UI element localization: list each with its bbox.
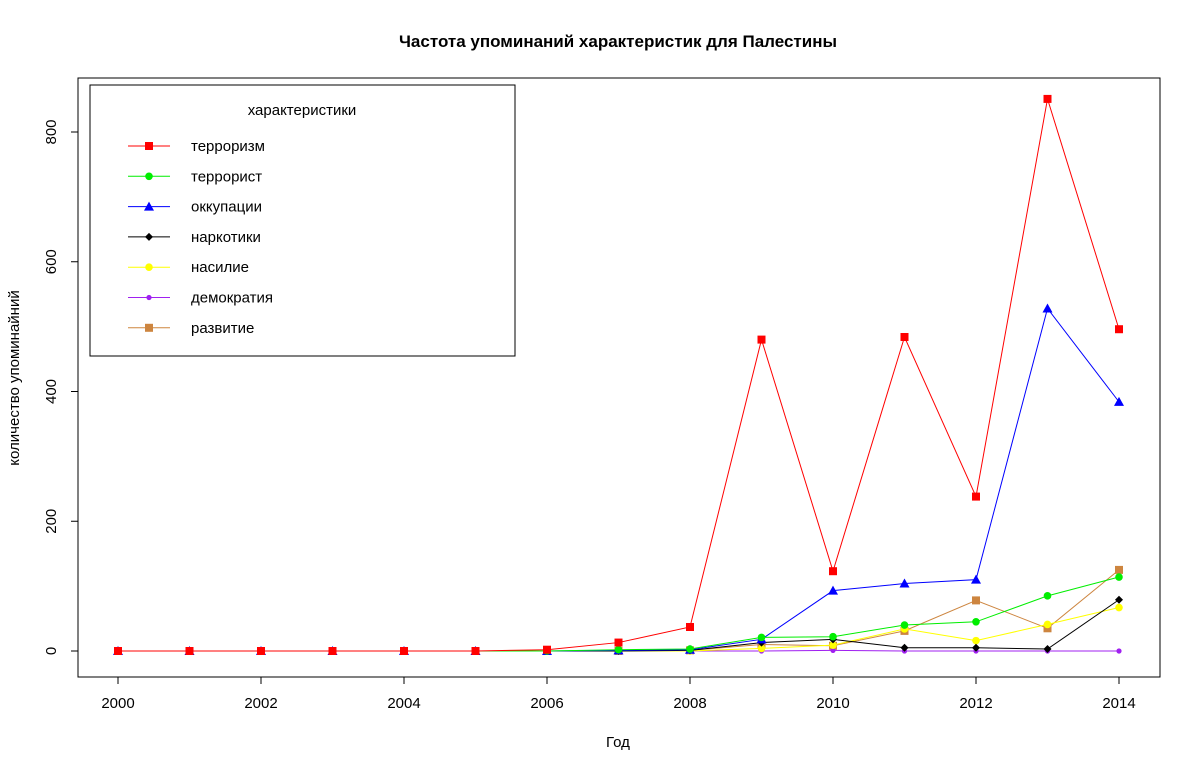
- x-tick-label: 2012: [959, 695, 992, 712]
- chart-title: Частота упоминаний характеристик для Пал…: [399, 32, 837, 51]
- legend-marker: [146, 294, 152, 301]
- x-axis-title: Год: [606, 734, 630, 751]
- data-point: [757, 644, 766, 653]
- data-point: [1114, 396, 1124, 406]
- legend-label: развитие: [191, 320, 254, 337]
- data-point: [1115, 325, 1123, 334]
- y-tick-label: 400: [43, 379, 60, 404]
- x-tick-label: 2014: [1102, 695, 1135, 712]
- legend-item: насилие: [128, 259, 249, 276]
- legend-item: терроризм: [128, 138, 265, 155]
- legend-item: развитие: [128, 320, 254, 337]
- data-point: [1115, 595, 1123, 604]
- legend-item: демократия: [128, 290, 273, 307]
- x-tick-label: 2004: [387, 695, 420, 712]
- data-point: [829, 641, 837, 649]
- data-point: [899, 578, 910, 588]
- data-point: [971, 574, 981, 584]
- data-point: [829, 632, 837, 641]
- data-point: [1043, 620, 1052, 629]
- series-layer: [113, 94, 1124, 655]
- x-tick-label: 2010: [816, 695, 849, 712]
- legend-label: наркотики: [191, 229, 261, 246]
- data-point: [900, 643, 909, 652]
- y-tick-label: 0: [43, 647, 60, 655]
- legend-marker: [145, 232, 153, 241]
- legend-item: наркотики: [128, 229, 261, 246]
- data-point: [114, 647, 122, 655]
- x-tick-label: 2002: [244, 695, 277, 712]
- x-tick-label: 2000: [101, 695, 134, 712]
- y-axis-title: количество упоминайний: [6, 290, 23, 465]
- data-point: [828, 585, 838, 595]
- legend-label: оккупации: [191, 199, 262, 216]
- legend-marker: [144, 201, 154, 211]
- data-point: [1043, 645, 1052, 654]
- legend-marker: [145, 172, 153, 181]
- legend-marker: [145, 323, 153, 332]
- data-point: [1043, 592, 1052, 600]
- legend-label: насилие: [191, 259, 249, 276]
- data-point: [614, 638, 623, 647]
- data-point: [328, 647, 337, 655]
- data-point: [614, 645, 623, 654]
- data-point: [1115, 603, 1123, 612]
- legend-items: терроризм террорист оккупации наркотики наси…: [128, 138, 273, 337]
- data-point: [757, 335, 766, 344]
- data-point: [900, 333, 909, 342]
- y-tick-label: 600: [43, 249, 60, 274]
- data-point: [1115, 573, 1123, 581]
- legend: характеристики терроризм террорист оккупац…: [89, 84, 516, 357]
- data-point: [1043, 94, 1052, 103]
- x-axis: 2000 2002 2004 2006 2008 2010 2012 2014: [101, 676, 1136, 712]
- data-point: [686, 645, 694, 653]
- data-point: [829, 567, 837, 576]
- data-point: [900, 621, 909, 629]
- data-point: [1116, 648, 1122, 654]
- legend-label: демократия: [191, 290, 273, 307]
- data-point: [1115, 565, 1123, 574]
- legend-label: терроризм: [191, 138, 265, 155]
- data-point: [471, 647, 480, 655]
- legend-marker: [145, 142, 153, 150]
- y-tick-label: 800: [43, 119, 60, 144]
- data-point: [185, 647, 194, 655]
- legend-box: [89, 84, 516, 357]
- data-point: [400, 647, 408, 655]
- data-point: [972, 618, 980, 626]
- data-point: [972, 636, 980, 645]
- y-axis: 0 200 400 600 800: [43, 119, 79, 655]
- data-point: [830, 647, 836, 653]
- data-point: [972, 596, 980, 605]
- legend-title: характеристики: [248, 102, 357, 119]
- data-point: [972, 492, 980, 501]
- data-point: [257, 647, 265, 655]
- y-tick-label: 200: [43, 509, 60, 534]
- data-point: [757, 633, 766, 642]
- data-point: [1042, 303, 1053, 313]
- series-терроризм: [114, 94, 1123, 655]
- x-tick-label: 2006: [530, 695, 563, 712]
- legend-label: террорист: [191, 168, 262, 185]
- legend-item: оккупации: [128, 199, 262, 216]
- data-point: [686, 622, 694, 631]
- data-point: [543, 645, 551, 654]
- data-point: [972, 643, 980, 652]
- data-point: [1043, 624, 1052, 633]
- x-tick-label: 2008: [673, 695, 706, 712]
- legend-item: террорист: [128, 168, 262, 185]
- legend-marker: [145, 263, 153, 272]
